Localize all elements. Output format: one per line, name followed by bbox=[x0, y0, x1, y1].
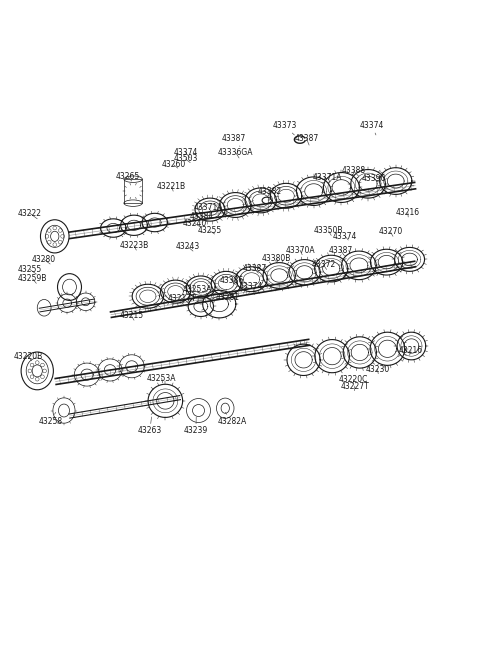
Text: 43387: 43387 bbox=[294, 134, 319, 145]
Text: 43503: 43503 bbox=[173, 154, 198, 164]
Text: 43281: 43281 bbox=[216, 292, 240, 302]
Text: 43227T: 43227T bbox=[340, 382, 369, 391]
Text: 43372: 43372 bbox=[312, 260, 336, 269]
Ellipse shape bbox=[21, 352, 53, 390]
Text: 43223B: 43223B bbox=[119, 241, 148, 250]
Text: 43336GA: 43336GA bbox=[218, 148, 253, 158]
Text: 43230: 43230 bbox=[365, 365, 390, 374]
Text: 43384: 43384 bbox=[189, 212, 214, 221]
Text: 43387: 43387 bbox=[328, 246, 353, 255]
Text: 43373: 43373 bbox=[272, 122, 297, 135]
Ellipse shape bbox=[59, 404, 70, 417]
Ellipse shape bbox=[192, 405, 204, 417]
Ellipse shape bbox=[40, 219, 69, 253]
Text: 43374: 43374 bbox=[239, 282, 264, 290]
Text: 43220C: 43220C bbox=[339, 374, 369, 384]
Text: 43371A: 43371A bbox=[313, 173, 342, 182]
Ellipse shape bbox=[53, 398, 75, 423]
Text: 43222: 43222 bbox=[18, 209, 42, 219]
Text: 43350B: 43350B bbox=[314, 226, 343, 235]
Text: 43374: 43374 bbox=[360, 122, 384, 135]
Ellipse shape bbox=[50, 231, 59, 241]
Text: 43220B: 43220B bbox=[13, 351, 43, 361]
Text: 43374: 43374 bbox=[333, 232, 358, 241]
Text: 43370A: 43370A bbox=[285, 246, 315, 255]
Text: 43263: 43263 bbox=[138, 417, 162, 436]
Text: 43217T: 43217T bbox=[167, 294, 196, 303]
Ellipse shape bbox=[26, 358, 48, 384]
Text: 43260: 43260 bbox=[162, 160, 186, 170]
Text: 43243: 43243 bbox=[176, 242, 200, 251]
Text: 43258: 43258 bbox=[38, 413, 62, 426]
Text: 43282A: 43282A bbox=[218, 413, 247, 426]
Text: 43221B: 43221B bbox=[157, 182, 186, 191]
Text: 43387: 43387 bbox=[222, 134, 246, 147]
Ellipse shape bbox=[46, 225, 64, 248]
Text: 43270: 43270 bbox=[378, 227, 403, 237]
Text: 43280: 43280 bbox=[32, 255, 56, 264]
Text: 43390: 43390 bbox=[362, 174, 386, 183]
Ellipse shape bbox=[32, 365, 42, 377]
Ellipse shape bbox=[37, 300, 51, 316]
Text: 43387: 43387 bbox=[242, 264, 266, 273]
Text: 43374: 43374 bbox=[173, 148, 198, 158]
Text: 43371A: 43371A bbox=[194, 203, 223, 212]
Text: 43253A: 43253A bbox=[147, 374, 177, 383]
Ellipse shape bbox=[58, 274, 82, 300]
Text: 43259B: 43259B bbox=[18, 274, 47, 283]
Text: 43382: 43382 bbox=[257, 187, 282, 196]
Text: 43380B: 43380B bbox=[262, 254, 291, 263]
Text: 43255: 43255 bbox=[198, 226, 222, 235]
Ellipse shape bbox=[62, 279, 76, 295]
Ellipse shape bbox=[124, 200, 142, 206]
Text: 43216: 43216 bbox=[396, 208, 420, 217]
Ellipse shape bbox=[221, 403, 229, 413]
Text: 43216: 43216 bbox=[399, 346, 423, 355]
Text: 43265: 43265 bbox=[116, 172, 140, 181]
Text: 43215: 43215 bbox=[119, 311, 144, 320]
Ellipse shape bbox=[216, 398, 234, 419]
Text: 43255: 43255 bbox=[18, 265, 42, 274]
Text: 43253A: 43253A bbox=[182, 285, 212, 294]
Text: 43388: 43388 bbox=[341, 166, 365, 177]
Ellipse shape bbox=[187, 399, 211, 422]
Ellipse shape bbox=[124, 176, 142, 183]
Text: 43240: 43240 bbox=[182, 219, 207, 228]
Text: 43386: 43386 bbox=[219, 276, 243, 284]
Text: 43239: 43239 bbox=[184, 417, 208, 436]
